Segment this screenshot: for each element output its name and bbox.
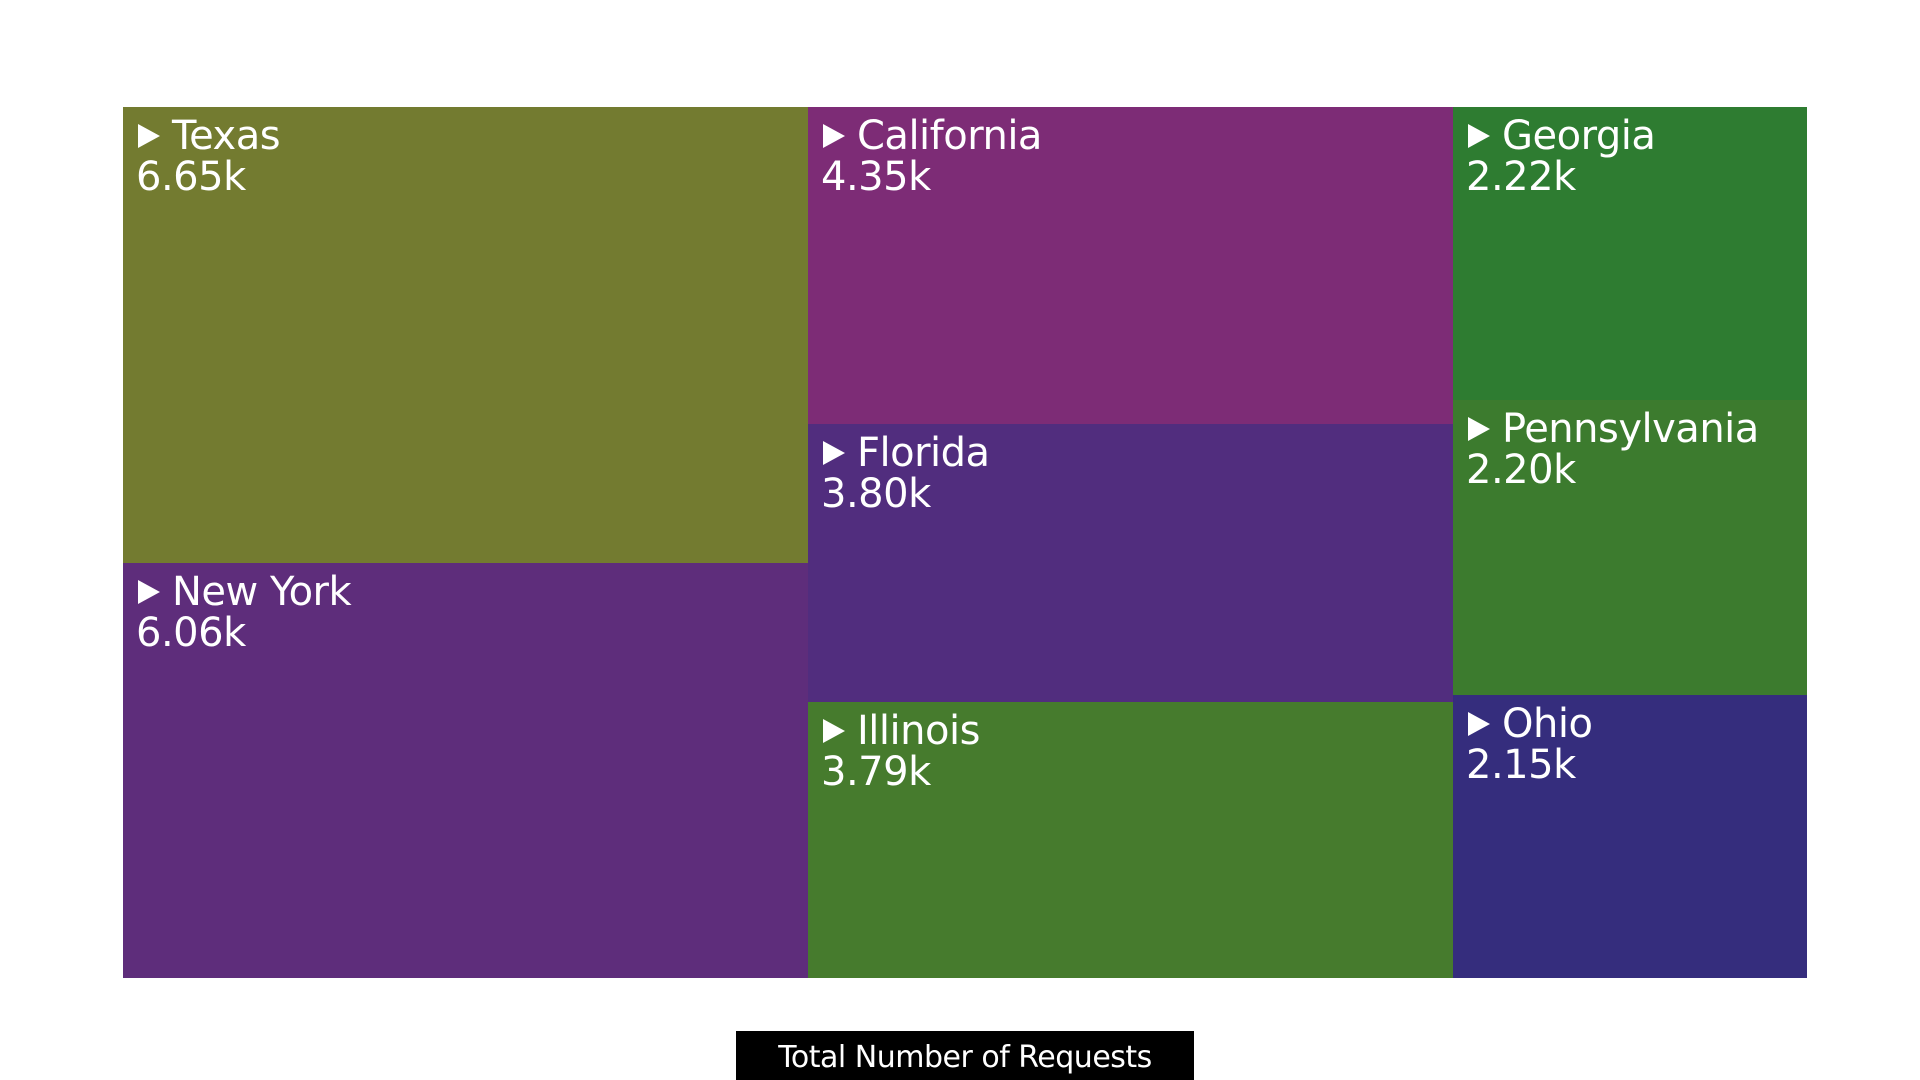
tile-california[interactable]: California 4.35k bbox=[808, 107, 1453, 424]
tile-label: California 4.35k bbox=[821, 115, 1042, 197]
tile-label: Florida 3.80k bbox=[821, 432, 990, 514]
tile-new-york[interactable]: New York 6.06k bbox=[123, 563, 808, 978]
tile-label: Pennsylvania 2.20k bbox=[1466, 408, 1759, 490]
tile-name: Illinois bbox=[857, 708, 980, 754]
tile-value: 3.80k bbox=[821, 471, 931, 517]
expand-arrow-icon[interactable] bbox=[138, 580, 160, 604]
tile-name: Pennsylvania bbox=[1502, 406, 1759, 452]
tile-label: Illinois 3.79k bbox=[821, 710, 980, 792]
expand-arrow-icon[interactable] bbox=[823, 441, 845, 465]
tile-label: Georgia 2.22k bbox=[1466, 113, 1656, 200]
tile-georgia[interactable]: Georgia 2.22k bbox=[1453, 107, 1807, 400]
expand-arrow-icon[interactable] bbox=[823, 719, 845, 743]
tile-label: Ohio 2.15k bbox=[1466, 701, 1593, 788]
expand-arrow-icon[interactable] bbox=[823, 124, 845, 148]
tile-name: Ohio bbox=[1502, 701, 1593, 747]
tile-texas[interactable]: Texas 6.65k bbox=[123, 107, 808, 563]
tile-value: 3.79k bbox=[821, 749, 931, 795]
expand-arrow-icon[interactable] bbox=[1468, 712, 1490, 736]
tile-name: New York bbox=[172, 569, 352, 615]
tile-value: 6.65k bbox=[136, 154, 246, 200]
tile-value: 2.15k bbox=[1466, 742, 1576, 788]
tile-florida[interactable]: Florida 3.80k bbox=[808, 424, 1453, 702]
tile-name: Florida bbox=[857, 430, 990, 476]
expand-arrow-icon[interactable] bbox=[1468, 417, 1490, 441]
tile-value: 2.20k bbox=[1466, 447, 1576, 493]
expand-arrow-icon[interactable] bbox=[1468, 124, 1490, 148]
tile-value: 2.22k bbox=[1466, 154, 1576, 200]
tile-ohio[interactable]: Ohio 2.15k bbox=[1453, 695, 1807, 978]
expand-arrow-icon[interactable] bbox=[138, 124, 160, 148]
chart-caption: Total Number of Requests bbox=[736, 1031, 1194, 1080]
tile-value: 4.35k bbox=[821, 154, 931, 200]
treemap-chart: Texas 6.65k New York 6.06k California 4.35k Fl… bbox=[123, 107, 1807, 978]
tile-label: Texas 6.65k bbox=[136, 113, 281, 200]
tile-name: Texas bbox=[172, 113, 281, 159]
tile-illinois[interactable]: Illinois 3.79k bbox=[808, 702, 1453, 978]
tile-value: 6.06k bbox=[136, 610, 246, 656]
tile-name: California bbox=[857, 113, 1042, 159]
tile-pennsylvania[interactable]: Pennsylvania 2.20k bbox=[1453, 400, 1807, 695]
tile-name: Georgia bbox=[1502, 113, 1656, 159]
tile-label: New York 6.06k bbox=[136, 569, 352, 656]
